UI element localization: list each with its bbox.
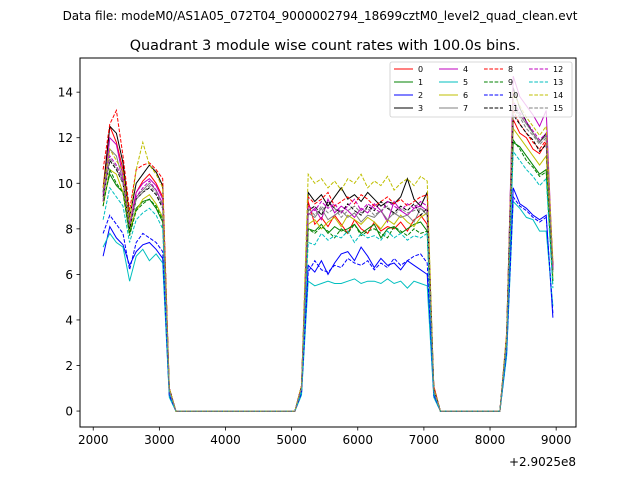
legend-label-4: 4 — [463, 65, 468, 74]
x-tick-label: 9000 — [541, 433, 572, 447]
series-line-4 — [102, 76, 554, 412]
legend-label-9: 9 — [508, 78, 513, 87]
series-line-0 — [102, 119, 554, 412]
legend-label-10: 10 — [508, 91, 518, 100]
series-line-15 — [102, 106, 554, 412]
series-line-13 — [102, 149, 554, 412]
legend-label-13: 13 — [553, 78, 563, 87]
series-line-2 — [102, 187, 554, 412]
series-line-10 — [102, 195, 554, 412]
legend-label-5: 5 — [463, 78, 468, 87]
legend-label-3: 3 — [418, 104, 423, 113]
x-axis: 2000 3000 4000 5000 6000 7000 8000 9000 — [78, 427, 571, 447]
legend-label-7: 7 — [463, 104, 468, 113]
series-line-3 — [102, 87, 554, 412]
series-line-9 — [102, 138, 554, 412]
legend-label-6: 6 — [463, 91, 468, 100]
chart-title: Quadrant 3 module wise count rates with … — [130, 38, 521, 54]
y-axis: 0 2 4 6 8 10 12 14 — [58, 86, 80, 419]
legend-box — [389, 61, 573, 118]
series-line-8 — [102, 108, 554, 412]
plot-frame — [79, 57, 577, 428]
legend-label-12: 12 — [553, 65, 563, 74]
y-tick-label: 8 — [65, 222, 73, 236]
series-layer — [102, 76, 554, 412]
x-tick-label: 8000 — [475, 433, 506, 447]
x-tick-label: 7000 — [409, 433, 440, 447]
y-tick-label: 14 — [58, 86, 73, 100]
series-line-1 — [102, 141, 554, 412]
y-tick-label: 2 — [65, 359, 73, 373]
chart-suptitle: Data file: modeM0/AS1A05_072T04_90000027… — [63, 9, 578, 23]
series-line-11 — [102, 113, 554, 412]
x-tick-label: 5000 — [276, 433, 307, 447]
y-tick-label: 10 — [58, 177, 73, 191]
series-line-6 — [102, 127, 554, 412]
x-tick-label: 2000 — [78, 433, 109, 447]
x-tick-label: 6000 — [342, 433, 373, 447]
legend-label-2: 2 — [418, 91, 423, 100]
series-line-14 — [102, 91, 554, 412]
series-line-7 — [102, 104, 554, 412]
legend-label-14: 14 — [553, 91, 563, 100]
series-line-12 — [102, 99, 554, 412]
legend-label-11: 11 — [508, 104, 518, 113]
y-tick-label: 6 — [65, 268, 73, 282]
y-tick-label: 12 — [58, 131, 73, 145]
legend-label-15: 15 — [553, 104, 563, 113]
legend-label-1: 1 — [418, 78, 423, 87]
legend-label-8: 8 — [508, 65, 513, 74]
x-tick-label: 3000 — [144, 433, 175, 447]
legend-label-0: 0 — [418, 65, 423, 74]
y-tick-label: 4 — [65, 313, 73, 327]
y-tick-label: 0 — [65, 405, 73, 419]
x-axis-offset-label: +2.9025e8 — [509, 455, 576, 469]
x-tick-label: 4000 — [210, 433, 241, 447]
